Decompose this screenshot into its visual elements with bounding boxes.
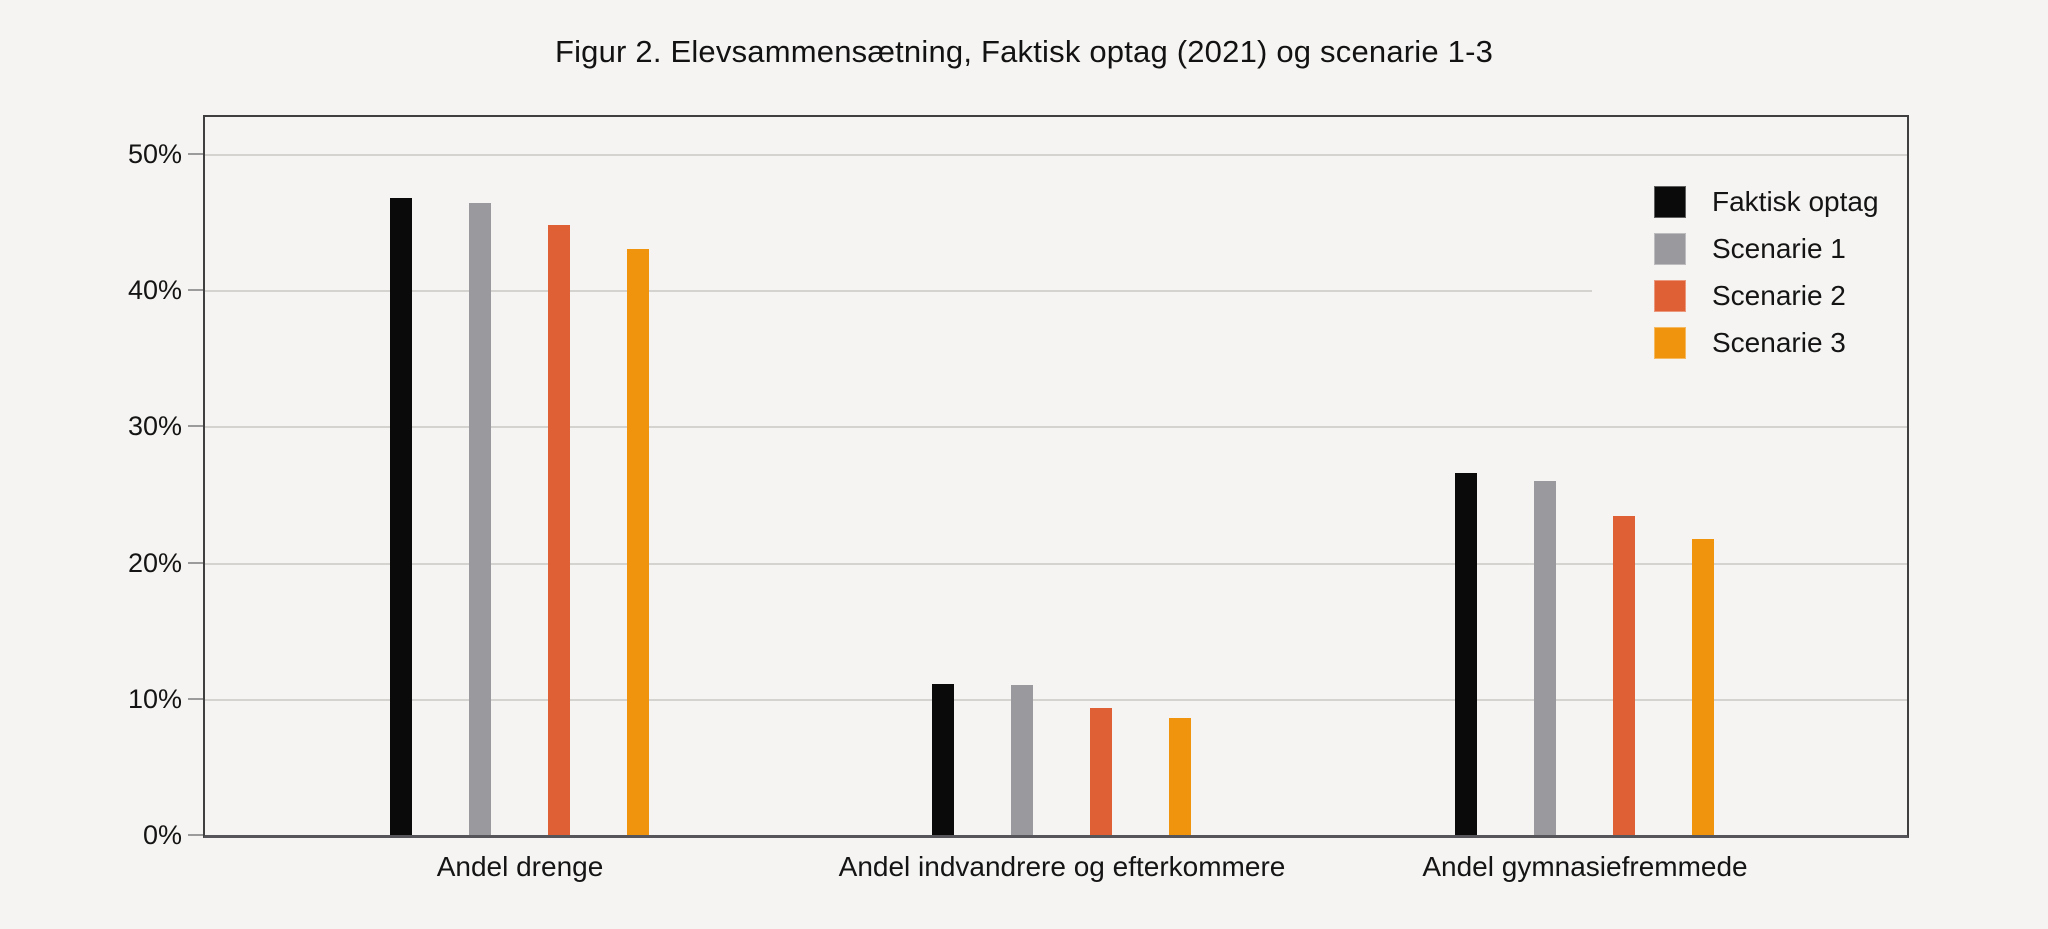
bar-faktisk-optag-andel-indvandrere-og-efterkommere	[932, 684, 954, 835]
gridline-40	[205, 290, 1907, 293]
y-tick-label-50: 50%	[127, 139, 182, 169]
bar-scenarie-2-andel-drenge	[548, 225, 570, 835]
bar-faktisk-optag-andel-drenge	[390, 198, 412, 835]
legend-item-scenarie-2: Scenarie 2	[1654, 279, 1907, 312]
plot-area: Faktisk optag Scenarie 1 Scenarie 2 Scenari…	[203, 115, 1909, 838]
legend-swatch-scenarie-2	[1654, 279, 1686, 312]
y-tick-label-30: 30%	[127, 411, 182, 442]
x-category-label-andel-drenge: Andel drenge	[436, 851, 604, 882]
legend: Faktisk optag Scenarie 1 Scenarie 2 Scenari…	[1592, 168, 1907, 383]
y-tick-mark-30	[188, 425, 203, 428]
y-tick-label-0: 0%	[142, 820, 182, 850]
y-tick-mark-0	[188, 834, 203, 836]
legend-swatch-scenarie-3	[1654, 326, 1686, 359]
legend-item-faktisk-optag: Faktisk optag	[1654, 185, 1907, 218]
gridline-20	[205, 562, 1907, 565]
bar-scenarie-2-andel-gymnasiefremmede	[1613, 516, 1635, 835]
bar-scenarie-1-andel-drenge	[469, 203, 491, 835]
legend-swatch-faktisk-optag	[1654, 185, 1686, 218]
legend-label-scenarie-1: Scenarie 1	[1712, 232, 1846, 264]
legend-item-scenarie-3: Scenarie 3	[1654, 326, 1907, 359]
y-tick-mark-40	[188, 289, 203, 292]
bar-group-andel-gymnasiefremmede	[1455, 117, 1714, 835]
bar-scenarie-2-andel-indvandrere-og-efterkommere	[1090, 708, 1112, 835]
y-tick-label-20: 20%	[127, 547, 182, 578]
gridline-30	[205, 426, 1907, 429]
legend-label-faktisk-optag: Faktisk optag	[1712, 185, 1879, 217]
legend-swatch-scenarie-1	[1654, 232, 1686, 265]
y-tick-label-40: 40%	[127, 275, 182, 306]
chart-title: Figur 2. Elevsammensætning, Faktisk opta…	[554, 34, 1494, 69]
gridline-10	[205, 698, 1907, 701]
bar-faktisk-optag-andel-gymnasiefremmede	[1455, 473, 1477, 835]
y-tick-label-10: 10%	[127, 683, 182, 714]
gridline-50	[205, 154, 1907, 156]
bar-scenarie-3-andel-indvandrere-og-efterkommere	[1169, 718, 1191, 835]
y-tick-mark-20	[188, 561, 203, 564]
x-category-label-andel-gymnasiefremmede: Andel gymnasiefremmede	[1422, 851, 1748, 882]
legend-label-scenarie-3: Scenarie 3	[1712, 326, 1846, 358]
bar-scenarie-1-andel-indvandrere-og-efterkommere	[1011, 685, 1033, 835]
bar-group-andel-indvandrere-og-efterkommere	[932, 117, 1191, 835]
legend-label-scenarie-2: Scenarie 2	[1712, 279, 1846, 311]
x-category-label-andel-indvandrere-og-efterkommere: Andel indvandrere og efterkommere	[838, 851, 1286, 882]
y-tick-mark-50	[188, 153, 203, 155]
bar-scenarie-3-andel-gymnasiefremmede	[1692, 539, 1714, 835]
legend-item-scenarie-1: Scenarie 1	[1654, 232, 1907, 265]
bar-scenarie-1-andel-gymnasiefremmede	[1534, 481, 1556, 835]
bar-scenarie-3-andel-drenge	[627, 249, 649, 835]
bar-group-andel-drenge	[390, 117, 649, 835]
y-tick-mark-10	[188, 697, 203, 700]
